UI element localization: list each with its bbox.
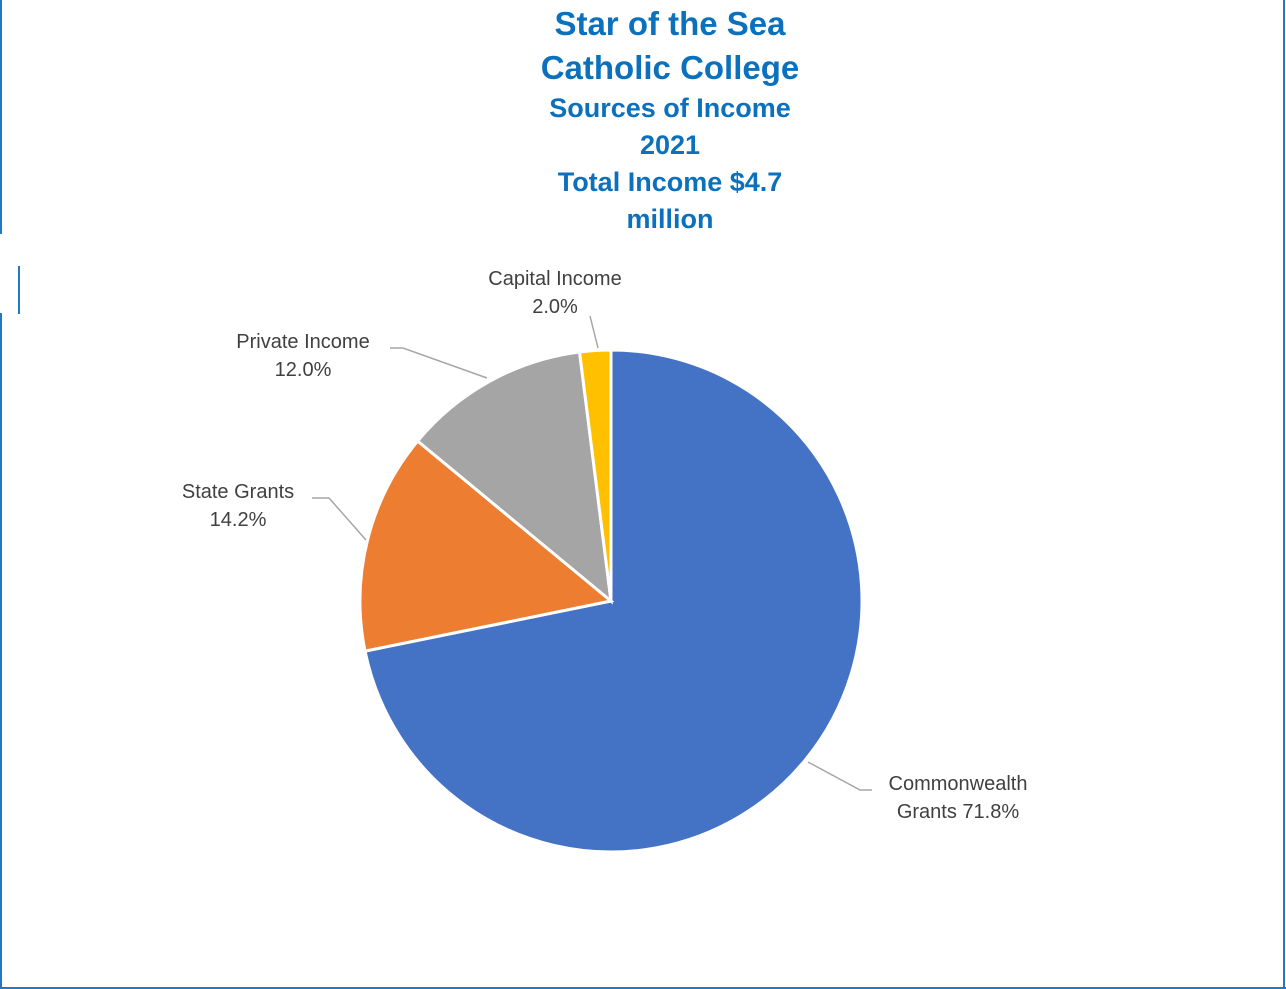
text-cursor-mark — [18, 266, 20, 314]
leader-line-capital-income — [589, 315, 599, 349]
slice-label-private-income: Private Income 12.0% — [236, 331, 369, 381]
subtitle-line-1: Sources of Income — [549, 93, 791, 123]
subtitle-line-4: million — [626, 204, 714, 234]
pie-slice-private-income — [415, 350, 613, 605]
slice-labels: Commonwealth Grants 71.8% State Grants 14.2… — [182, 268, 1028, 823]
chart-title: Star of the Sea Catholic College Sources… — [420, 2, 920, 238]
leader-line-state-grants — [312, 497, 367, 541]
frame-border-left-upper — [0, 0, 2, 234]
frame-border-bottom — [0, 987, 1286, 989]
frame-border-left-lower — [0, 313, 2, 989]
slice-label-commonwealth-grants: Commonwealth Grants 71.8% — [889, 773, 1028, 823]
pie-slice-commonwealth-grants — [363, 348, 864, 854]
slice-label-state-grants: State Grants 14.2% — [182, 481, 294, 531]
leader-lines — [312, 315, 872, 791]
pie-slices — [358, 348, 864, 854]
leader-line-commonwealth-grants — [807, 761, 872, 791]
pie-slice-capital-income — [577, 348, 613, 602]
pie-slice-state-grants — [358, 438, 615, 653]
slice-label-capital-income: Capital Income 2.0% — [488, 268, 621, 318]
frame-border-right — [1283, 0, 1285, 989]
title-line-2: Catholic College — [540, 49, 800, 86]
title-line-1: Star of the Sea — [554, 5, 786, 42]
subtitle-line-2: 2021 — [639, 130, 701, 160]
leader-line-private-income — [390, 347, 488, 379]
subtitle-line-3: Total Income $4.7 — [557, 167, 783, 197]
